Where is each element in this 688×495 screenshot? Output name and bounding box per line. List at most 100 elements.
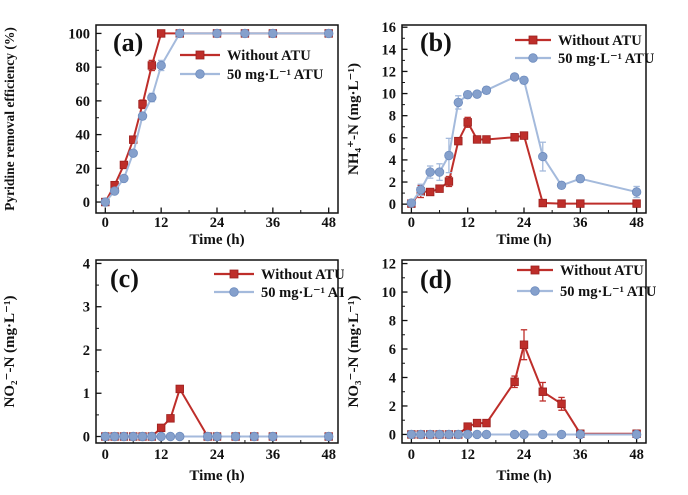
series-with-atu [406,429,642,440]
y-tick-label: 16 [382,20,397,36]
data-point-square [519,340,529,349]
y-tick-label: 2 [83,343,90,359]
y-axis-label: NO₂⁻-N (mg·L⁻¹) [2,296,18,408]
y-tick-label: 4 [389,370,396,386]
data-point-circle [481,429,492,440]
legend-marker-circle [530,286,540,296]
data-point-circle [453,97,464,108]
legend-label: Without ATU [558,33,642,49]
data-point-circle [323,28,334,39]
legend-entry: 50 mg·L⁻¹ ATU [515,51,655,67]
y-axis-label: NO₃⁻-N (mg·L⁻¹) [346,296,362,408]
y-tick-label: 80 [76,60,91,76]
data-point-square [435,184,444,193]
data-point-square [472,418,482,428]
x-tick-label: 0 [102,215,109,231]
y-tick-label: 8 [389,314,396,330]
x-axis-label: Time (h) [189,468,244,484]
data-point-circle [137,111,148,121]
data-point-square [576,199,585,208]
data-point-circle [631,187,642,197]
data-point-circle [165,431,176,442]
data-point-circle [462,429,473,440]
legend-label: 50 mg·L⁻¹ ATU [558,51,655,67]
data-point-square [472,135,482,144]
data-point-square [119,160,129,170]
legend-label: Without ATU [227,48,311,64]
data-point-square [166,414,175,423]
series-with-atu [100,28,334,207]
x-tick-label: 0 [408,447,415,463]
panel-letter: (d) [420,265,452,294]
data-point-circle [240,28,250,39]
data-point-circle [509,72,520,82]
x-tick-label: 48 [321,447,336,463]
data-point-circle [175,431,185,442]
y-axis-label: Pyridine removal efficiency (%) [2,27,17,211]
data-point-circle [519,429,529,440]
data-point-circle [156,60,166,71]
data-point-circle [416,429,426,440]
legend-label: 50 mg·L⁻¹ ATU [227,67,324,83]
legend-entry: Without ATU [180,48,311,64]
panel-letter: (c) [110,264,139,293]
x-axis-label: Time (h) [189,232,244,248]
y-tick-label: 60 [76,94,91,110]
data-point-square [463,118,472,127]
data-point-square [463,422,472,431]
x-tick-label: 48 [629,215,644,231]
y-tick-label: 0 [83,195,90,211]
x-tick-label: 36 [573,215,588,231]
x-tick-label: 12 [154,215,169,231]
y-tick-label: 0 [83,430,90,446]
panel-c-chart: 0 12 24 36 48 0 1 2 3 4 Time (h) NO₂⁻-N (mg·L⁻¹) (c)… [0,248,358,495]
legend-marker-circle [229,287,239,297]
data-point-circle [147,431,157,442]
data-point-circle [631,429,642,440]
data-point-circle [212,28,222,39]
x-tick-label: 12 [154,447,169,463]
x-axis-label: Time (h) [496,468,551,484]
data-point-square [482,135,491,144]
y-tick-label: 14 [382,42,397,58]
data-point-square [444,177,454,186]
panel-b-chart: 0 12 24 36 48 0 2 4 6 8 10 12 14 16 Time (h) NH₄⁺-N (mg… [344,0,688,248]
data-point-square [557,199,566,208]
data-point-circle [575,429,586,440]
y-tick-label: 4 [389,153,396,169]
x-tick-label: 36 [573,447,588,463]
legend-label: 50 mg·L⁻¹ ATU [261,285,344,301]
data-point-circle [509,429,520,440]
legend-label: Without ATU [560,263,644,279]
data-point-circle [434,429,445,440]
panel-a-chart: 0 12 24 36 48 0 20 40 60 80 100 Time (h) Pyridine re… [0,0,344,248]
y-tick-label: 12 [382,257,397,273]
data-point-circle [268,431,278,442]
data-point-circle [444,429,454,440]
data-point-circle [425,429,435,440]
data-point-circle [230,431,241,442]
y-tick-label: 8 [389,109,396,125]
y-tick-label: 12 [382,64,397,80]
data-point-circle [472,89,482,99]
legend-label: Without ATU [261,267,344,283]
y-tick-label: 100 [68,26,90,42]
legend-entry: 50 mg·L⁻¹ ATU [517,284,657,300]
y-tick-label: 10 [382,87,397,103]
data-point-circle [100,431,111,442]
x-tick-label: 0 [102,447,109,463]
data-point-square [557,399,566,409]
data-point-circle [556,429,567,440]
data-point-circle [100,197,111,207]
y-tick-label: 6 [389,131,396,147]
y-tick-label: 1 [83,386,90,402]
data-point-circle [425,167,435,177]
data-point-square [454,136,463,146]
data-point-square [425,187,435,197]
legend-entry: Without ATU [515,33,642,49]
x-tick-label: 12 [460,447,475,463]
series-with-atu [100,431,334,442]
data-point-circle [323,431,334,442]
